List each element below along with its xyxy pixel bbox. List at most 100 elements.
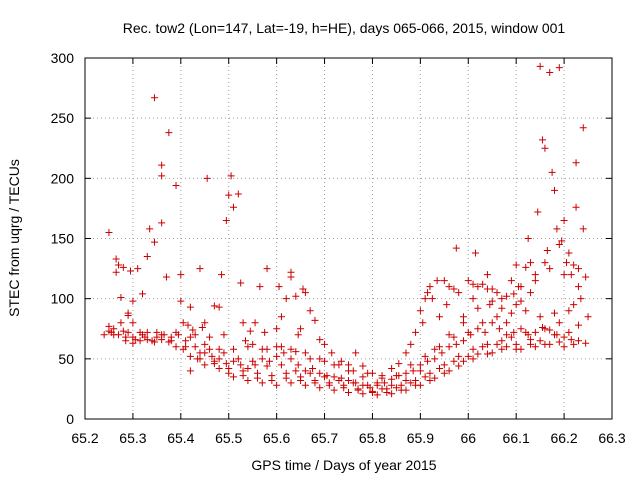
data-point (134, 265, 142, 273)
data-point (167, 337, 175, 345)
data-point (512, 345, 520, 353)
data-point (138, 331, 146, 339)
data-point (481, 328, 489, 336)
data-point (124, 309, 132, 317)
data-point (115, 331, 123, 339)
data-point (150, 338, 158, 346)
data-point (428, 295, 436, 303)
data-point (287, 379, 295, 387)
data-point (258, 379, 266, 387)
data-point (474, 325, 482, 333)
data-point (186, 303, 194, 311)
data-point (220, 331, 228, 339)
data-point (584, 313, 592, 321)
data-point (534, 208, 542, 216)
y-tick-label: 0 (66, 411, 74, 427)
data-point (220, 349, 228, 357)
data-point (268, 376, 276, 384)
data-point (416, 361, 424, 369)
data-point (359, 390, 367, 398)
data-point (402, 349, 410, 357)
data-point (426, 369, 434, 377)
data-point (479, 343, 487, 351)
data-point (416, 307, 424, 315)
data-point (452, 340, 460, 348)
data-point (558, 237, 566, 245)
data-point (579, 124, 587, 132)
data-point (416, 367, 424, 375)
data-point (352, 349, 360, 357)
data-point (524, 235, 532, 242)
data-point (464, 352, 472, 360)
data-point (230, 203, 238, 211)
data-point (230, 357, 238, 365)
data-point (241, 337, 249, 345)
data-point (507, 333, 515, 341)
data-point (483, 350, 491, 358)
data-point (119, 263, 127, 271)
data-point (261, 328, 269, 336)
data-point (359, 362, 367, 370)
data-point (251, 319, 259, 327)
data-point (335, 376, 343, 384)
x-tick-label: 65.4 (167, 430, 194, 446)
data-point (158, 331, 166, 339)
data-point (527, 259, 535, 267)
data-point (222, 360, 230, 368)
data-point (138, 290, 146, 298)
data-point (498, 345, 506, 353)
data-point (179, 319, 187, 327)
data-point (292, 348, 300, 356)
data-point (306, 369, 314, 377)
data-point (567, 271, 575, 279)
data-point (402, 369, 410, 377)
data-point (574, 337, 582, 345)
data-point (488, 349, 496, 357)
data-point (364, 381, 372, 389)
data-point (107, 328, 115, 336)
data-point (127, 267, 135, 275)
data-point (122, 333, 130, 341)
data-point (455, 352, 463, 360)
data-point (292, 292, 300, 300)
data-point (301, 349, 309, 357)
data-point (577, 295, 585, 303)
data-point (306, 307, 314, 315)
data-point (409, 367, 417, 375)
data-point (129, 319, 137, 327)
data-point (459, 337, 467, 345)
data-point (531, 343, 539, 351)
data-point (277, 361, 285, 369)
data-point (263, 362, 271, 370)
data-point (459, 357, 467, 365)
data-point (237, 279, 245, 287)
data-point (455, 289, 463, 297)
data-point (239, 319, 247, 327)
data-point (222, 216, 230, 224)
data-point (301, 367, 309, 375)
data-point (555, 64, 563, 72)
data-point (273, 381, 281, 389)
data-point (201, 361, 209, 369)
data-point (129, 339, 137, 347)
data-point (421, 352, 429, 360)
data-point (340, 384, 348, 392)
data-point (191, 331, 199, 339)
data-point (294, 331, 302, 339)
data-point (368, 389, 376, 397)
data-point (378, 385, 386, 393)
y-axis-title: STEC from uqrg / TECUs (6, 159, 22, 317)
data-point (277, 313, 285, 321)
data-point (388, 381, 396, 389)
data-point (507, 309, 515, 317)
x-tick-label: 65.5 (215, 430, 242, 446)
data-point (469, 295, 477, 303)
data-point (436, 313, 444, 321)
data-point (464, 328, 472, 336)
data-point (440, 277, 448, 285)
data-point (117, 319, 125, 327)
data-point (560, 216, 568, 224)
data-point (426, 283, 434, 291)
data-point (536, 62, 544, 70)
data-point (215, 355, 223, 363)
